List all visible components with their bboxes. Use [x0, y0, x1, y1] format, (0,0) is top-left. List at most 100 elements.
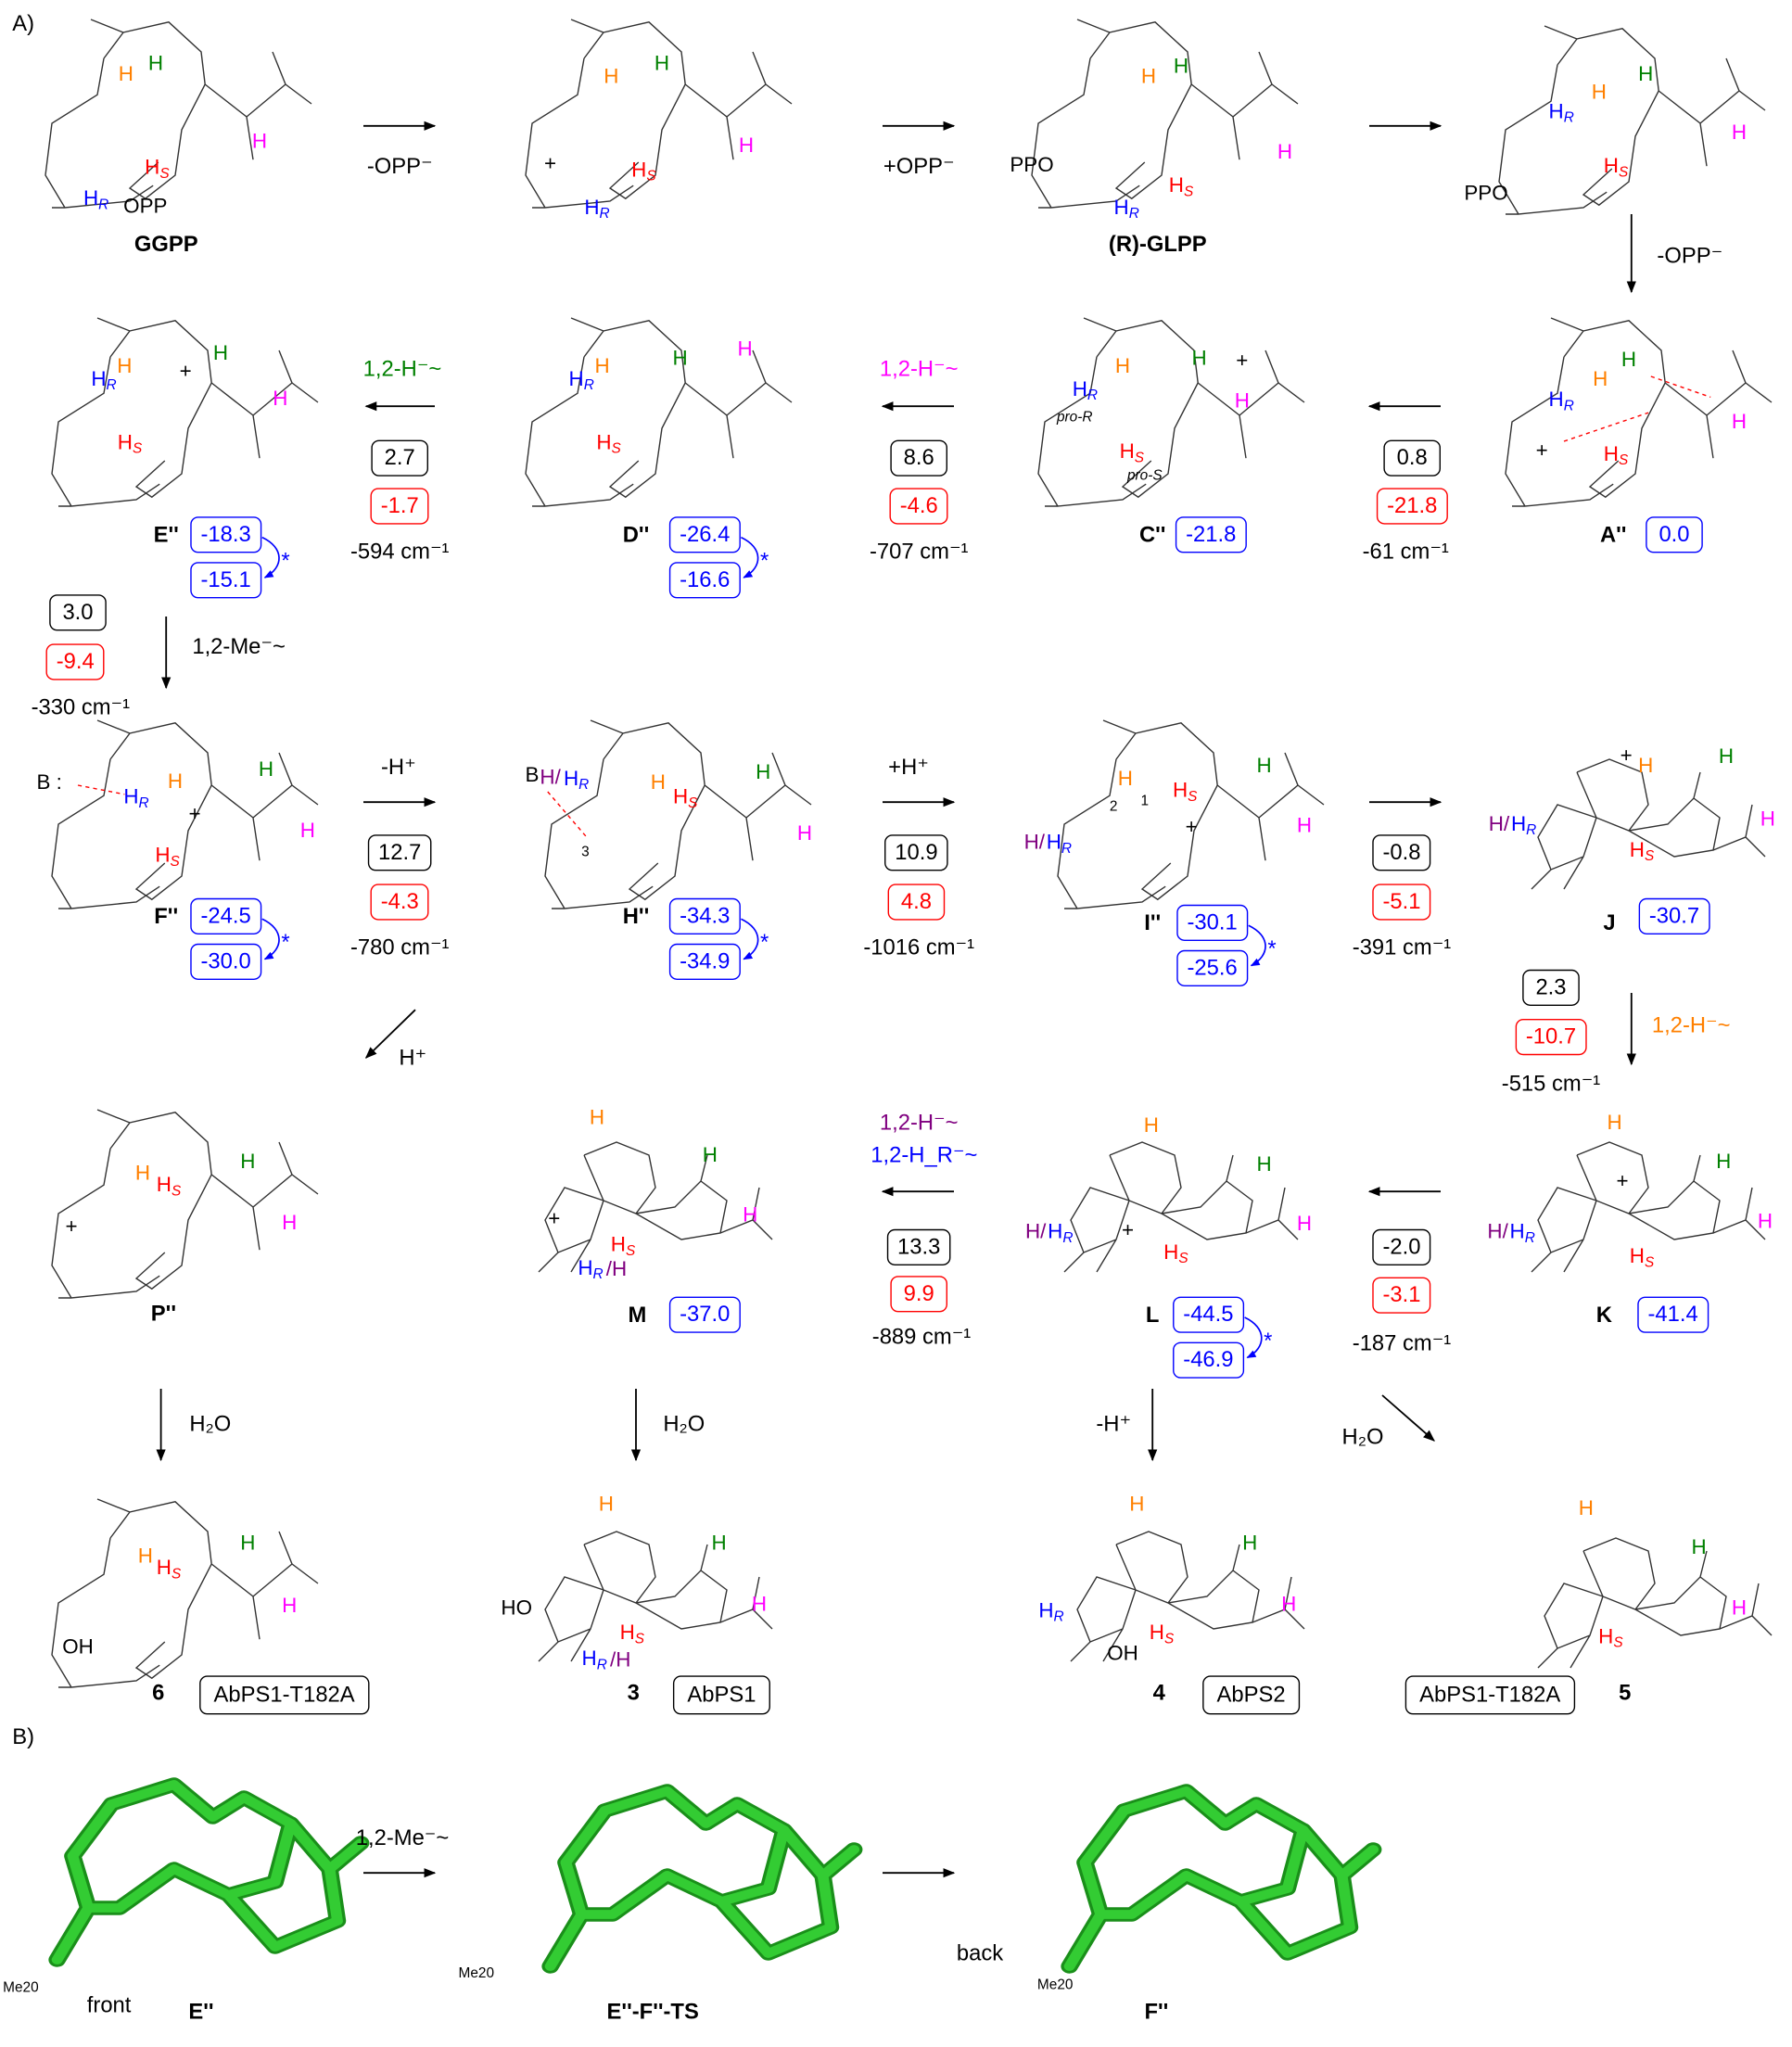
molecule-skeleton — [525, 317, 793, 507]
atom-symbol: /H — [610, 1649, 631, 1672]
atom-label: H — [117, 356, 132, 377]
atom-subscript: S — [1618, 452, 1629, 469]
atom-symbol: H — [1256, 1153, 1272, 1176]
atom-label: H — [1235, 391, 1250, 413]
relative-energy-box: -26.4 — [668, 516, 741, 553]
atom-label: HR — [564, 769, 589, 793]
atom-label: OH — [1107, 1644, 1138, 1665]
step-condition: H₂O — [663, 1411, 705, 1437]
atom-symbol: + — [1620, 744, 1633, 768]
barrier-box: 10.9 — [884, 834, 948, 871]
reaction-arrow — [1381, 1394, 1435, 1442]
atom-symbol: H — [1638, 755, 1654, 778]
atom-label: H — [1118, 769, 1133, 790]
atom-label: H — [1281, 1595, 1296, 1616]
atom-label: HS — [1163, 1242, 1188, 1266]
atom-label: H — [589, 1107, 605, 1129]
atom-subscript: R — [98, 197, 109, 213]
atom-symbol: H/ — [540, 767, 561, 790]
relative-energy-box: -37.0 — [668, 1296, 741, 1333]
atom-symbol: H — [1638, 63, 1654, 86]
step-condition: -H⁺ — [380, 755, 416, 780]
atom-label: H — [1191, 348, 1207, 370]
atom-symbol: H — [654, 53, 670, 76]
atom-label: H — [240, 1533, 255, 1555]
structure-label: P'' — [150, 1301, 177, 1327]
step-condition: 1,2-H_R⁻~ — [871, 1142, 978, 1168]
atom-symbol: H — [1191, 348, 1207, 370]
interaction-dash — [77, 784, 125, 795]
atom-symbol: 3 — [581, 844, 590, 860]
atom-label: H — [1592, 83, 1607, 104]
atom-label: H — [1129, 1494, 1144, 1516]
atom-label: HR — [582, 1649, 607, 1672]
atom-subscript: R — [1563, 110, 1574, 126]
atom-label: 3 — [581, 844, 590, 860]
molecule-skeleton — [1037, 317, 1305, 507]
methyl-label: Me20 — [1036, 1977, 1074, 1993]
atom-subscript: S — [1613, 1635, 1623, 1651]
atom-symbol: H — [610, 1234, 626, 1257]
atom-subscript: R — [592, 1266, 604, 1283]
atom-label: H — [148, 54, 163, 75]
relative-energy-box: -18.3 — [190, 516, 261, 553]
relative-energy-box: -15.1 — [190, 562, 261, 599]
atom-label: HR — [1510, 1222, 1535, 1246]
step-condition: H₂O — [189, 1411, 232, 1437]
atom-subscript: S — [625, 1243, 636, 1259]
atom-symbol: H — [581, 1648, 597, 1671]
atom-label: H — [282, 1213, 297, 1234]
atom-label: H — [135, 1163, 150, 1185]
atom-label: H — [1256, 1153, 1272, 1176]
view-label: back — [956, 1940, 1004, 1966]
barrier-box: 13.3 — [886, 1228, 951, 1265]
atom-symbol: H — [563, 768, 579, 791]
atom-label: HR — [123, 786, 148, 811]
atom-label: H — [1716, 1151, 1731, 1173]
panel-b-label: B) — [12, 1723, 35, 1749]
barrier-box: -2.0 — [1372, 1228, 1431, 1265]
atom-symbol: + — [188, 803, 201, 826]
atom-symbol: + — [179, 361, 192, 383]
atom-symbol: H — [1629, 839, 1645, 862]
atom-symbol: + — [1535, 439, 1548, 463]
structure-label: F'' — [154, 904, 179, 929]
atom-symbol: H — [212, 342, 229, 365]
relative-energy-box: -21.8 — [1175, 516, 1247, 553]
atom-label: H — [1692, 1537, 1707, 1558]
atom-subscript: S — [1618, 164, 1629, 181]
atom-label: H/ — [1024, 833, 1045, 854]
atom-symbol: + — [1616, 1170, 1629, 1193]
atom-label: HR — [569, 369, 594, 393]
molecule-skeleton — [51, 1109, 319, 1299]
atom-label: HR — [1047, 833, 1072, 857]
atom-symbol: H — [1718, 746, 1735, 769]
atom-symbol: H — [1117, 768, 1133, 791]
barrier-box: 0.8 — [1383, 439, 1441, 477]
atom-symbol: H — [1296, 1214, 1313, 1236]
atom-label: H — [739, 135, 754, 157]
structure-label: I'' — [1144, 910, 1162, 935]
reaction-energy-box: 9.9 — [890, 1276, 947, 1313]
atom-symbol: H — [631, 159, 647, 182]
structure-label: 4 — [1152, 1680, 1165, 1705]
enzyme-label: AbPS1-T182A — [1404, 1675, 1575, 1715]
atom-symbol: H — [123, 786, 139, 809]
atom-symbol: H — [1757, 1211, 1773, 1233]
atom-symbol: + — [65, 1215, 78, 1239]
atom-label: + — [180, 362, 192, 383]
atom-label: H — [300, 820, 315, 842]
atom-subscript: S — [634, 1631, 645, 1647]
view-label: front — [86, 1992, 132, 2018]
atom-symbol: H — [751, 1594, 768, 1616]
atom-symbol: H — [1048, 1221, 1063, 1244]
atom-symbol: H — [594, 355, 610, 378]
imaginary-frequency: -707 cm⁻¹ — [869, 539, 969, 565]
atom-symbol: H — [1578, 1497, 1594, 1520]
step-condition: H⁺ — [399, 1045, 427, 1071]
atom-symbol: H — [702, 1144, 718, 1167]
atom-label: HR — [1511, 814, 1536, 838]
atom-symbol: H — [589, 1107, 605, 1129]
atom-subscript: S — [646, 169, 656, 184]
